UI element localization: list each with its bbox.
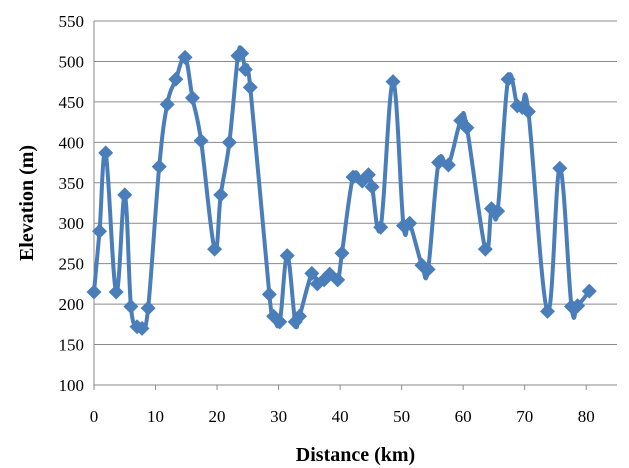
y-tick-label: 350	[59, 174, 85, 193]
data-point	[334, 245, 350, 261]
y-tick-label: 450	[59, 93, 85, 112]
y-tick-label: 550	[59, 12, 85, 31]
x-tick-label: 20	[209, 407, 226, 426]
data-point	[213, 187, 229, 203]
x-tick-label: 10	[147, 407, 164, 426]
data-point	[279, 248, 295, 264]
data-point	[570, 298, 586, 314]
data-point	[490, 203, 506, 219]
data-point	[108, 284, 124, 300]
data-point	[304, 265, 320, 281]
y-axis-title: Elevation (m)	[16, 145, 38, 261]
data-point	[234, 45, 250, 61]
data-point	[272, 314, 288, 330]
y-tick-label: 250	[59, 255, 85, 274]
data-point	[364, 179, 380, 195]
x-tick-label: 70	[516, 407, 533, 426]
data-point	[98, 145, 114, 161]
data-point	[552, 160, 568, 176]
data-point	[581, 283, 597, 299]
data-point	[193, 133, 209, 149]
data-point	[477, 241, 493, 257]
data-point	[520, 104, 536, 120]
y-tick-label: 500	[59, 52, 85, 71]
gridlines	[94, 20, 617, 346]
x-tick-label: 60	[455, 407, 472, 426]
y-tick-label: 200	[59, 295, 85, 314]
data-point	[151, 159, 167, 175]
data-point	[261, 286, 277, 302]
data-point	[168, 71, 184, 87]
y-tick-labels: 100 150 200 250 300 350 400 450 500 550	[59, 12, 85, 395]
data-point	[159, 96, 175, 112]
data-point	[86, 284, 102, 300]
x-axis-title: Distance (km)	[296, 444, 415, 466]
x-tick-label: 0	[90, 407, 99, 426]
data-point	[207, 241, 223, 257]
x-tick-label: 50	[393, 407, 410, 426]
data-point	[221, 134, 237, 150]
data-point	[237, 62, 253, 78]
plot-area	[86, 45, 597, 336]
data-point	[123, 299, 139, 315]
data-point	[92, 223, 108, 239]
axes	[93, 21, 617, 390]
x-tick-labels: 0 10 20 30 40 50 60 70 80	[90, 407, 595, 426]
data-point	[177, 49, 193, 65]
data-point	[292, 308, 308, 324]
data-point	[373, 219, 389, 235]
x-tick-label: 30	[270, 407, 287, 426]
x-tick-label: 80	[578, 407, 595, 426]
data-point	[500, 71, 516, 87]
y-tick-label: 400	[59, 133, 85, 152]
data-point	[134, 320, 150, 336]
data-point	[360, 167, 376, 183]
y-tick-label: 300	[59, 214, 85, 233]
data-point	[242, 79, 258, 95]
data-point	[140, 300, 156, 316]
data-point	[330, 272, 346, 288]
data-point	[539, 303, 555, 319]
data-point	[402, 215, 418, 231]
y-tick-label: 100	[59, 376, 85, 395]
data-point	[385, 74, 401, 90]
data-point	[420, 261, 436, 277]
data-point	[117, 187, 133, 203]
data-point	[440, 157, 456, 173]
data-point	[184, 90, 200, 106]
x-tick-label: 40	[332, 407, 349, 426]
data-point	[459, 120, 475, 136]
series-line	[92, 45, 592, 333]
y-tick-label: 150	[59, 336, 85, 355]
